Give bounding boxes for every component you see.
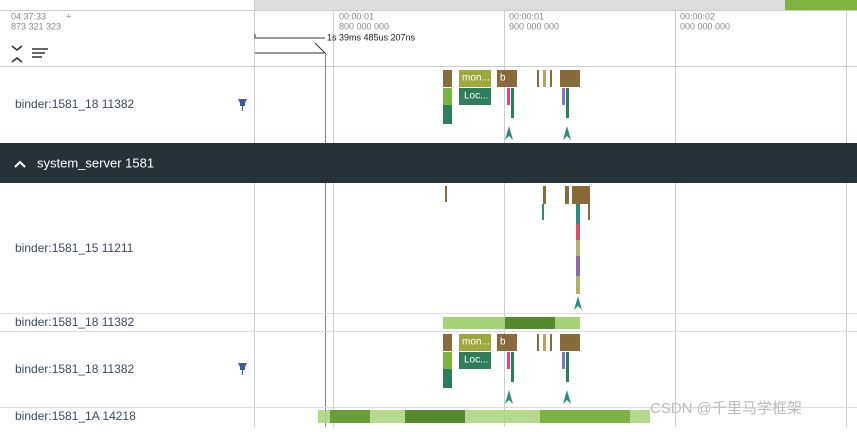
toolbar-icons[interactable] xyxy=(11,45,48,63)
overview-heat xyxy=(785,0,857,10)
slice: mon... xyxy=(462,73,490,84)
pin[interactable] xyxy=(238,363,247,375)
tick-time: 00:00:02 xyxy=(680,11,715,21)
offset: 873 321 323 xyxy=(11,21,61,31)
overview xyxy=(255,0,857,10)
tick-ns: 000 000 000 xyxy=(680,21,730,31)
slice: Loc... xyxy=(464,91,488,102)
slice: b xyxy=(500,73,506,84)
slice: b xyxy=(500,337,506,348)
tick-ns: 900 000 000 xyxy=(509,21,559,31)
tick-ns: 800 000 000 xyxy=(339,21,389,31)
tick-time: 00:00:01 xyxy=(509,11,544,21)
track-name: binder:1581_18 11382 xyxy=(15,315,135,329)
track-name: binder:1581_18 11382 xyxy=(15,362,135,376)
measure xyxy=(254,34,327,54)
track-slices xyxy=(318,186,650,423)
track-name: binder:1581_18 11382 xyxy=(15,97,135,111)
slice: Loc... xyxy=(464,355,488,366)
tick-time: 00:00:01 xyxy=(339,11,374,21)
track-name: binder:1581_1A 14218 xyxy=(15,409,136,423)
watermark: CSDN @千里马学框架 xyxy=(650,400,802,417)
duration: 1s 39ms 485us 207ns xyxy=(327,32,416,42)
track-name: binder:1581_15 11211 xyxy=(15,241,134,255)
group-header[interactable] xyxy=(0,143,857,183)
group-name: system_server 1581 xyxy=(37,155,154,170)
plus: + xyxy=(66,11,71,21)
pin[interactable] xyxy=(238,99,247,111)
slice: mon... xyxy=(462,337,490,348)
time: 04:37:33 xyxy=(11,11,46,21)
